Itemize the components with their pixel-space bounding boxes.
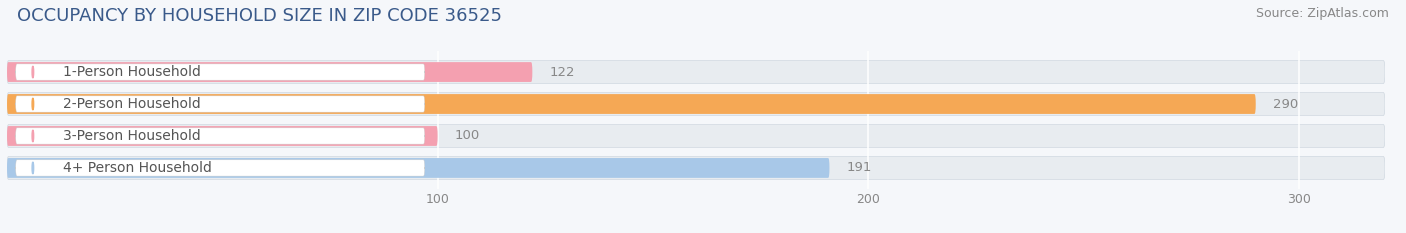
Circle shape bbox=[32, 66, 34, 78]
FancyBboxPatch shape bbox=[7, 62, 533, 82]
Circle shape bbox=[32, 98, 34, 110]
Text: 4+ Person Household: 4+ Person Household bbox=[63, 161, 212, 175]
FancyBboxPatch shape bbox=[7, 156, 1385, 179]
FancyBboxPatch shape bbox=[7, 94, 1256, 114]
Text: 3-Person Household: 3-Person Household bbox=[63, 129, 201, 143]
FancyBboxPatch shape bbox=[7, 124, 1385, 147]
FancyBboxPatch shape bbox=[15, 96, 425, 112]
FancyBboxPatch shape bbox=[7, 126, 437, 146]
Text: OCCUPANCY BY HOUSEHOLD SIZE IN ZIP CODE 36525: OCCUPANCY BY HOUSEHOLD SIZE IN ZIP CODE … bbox=[17, 7, 502, 25]
FancyBboxPatch shape bbox=[7, 61, 1385, 84]
Text: 2-Person Household: 2-Person Household bbox=[63, 97, 201, 111]
Text: Source: ZipAtlas.com: Source: ZipAtlas.com bbox=[1256, 7, 1389, 20]
FancyBboxPatch shape bbox=[15, 160, 425, 176]
FancyBboxPatch shape bbox=[15, 128, 425, 144]
Text: 100: 100 bbox=[456, 130, 479, 143]
Text: 122: 122 bbox=[550, 65, 575, 79]
Circle shape bbox=[32, 130, 34, 142]
FancyBboxPatch shape bbox=[7, 93, 1385, 116]
Text: 191: 191 bbox=[846, 161, 872, 175]
FancyBboxPatch shape bbox=[7, 158, 830, 178]
Text: 290: 290 bbox=[1272, 97, 1298, 110]
Text: 1-Person Household: 1-Person Household bbox=[63, 65, 201, 79]
FancyBboxPatch shape bbox=[15, 64, 425, 80]
Circle shape bbox=[32, 162, 34, 174]
